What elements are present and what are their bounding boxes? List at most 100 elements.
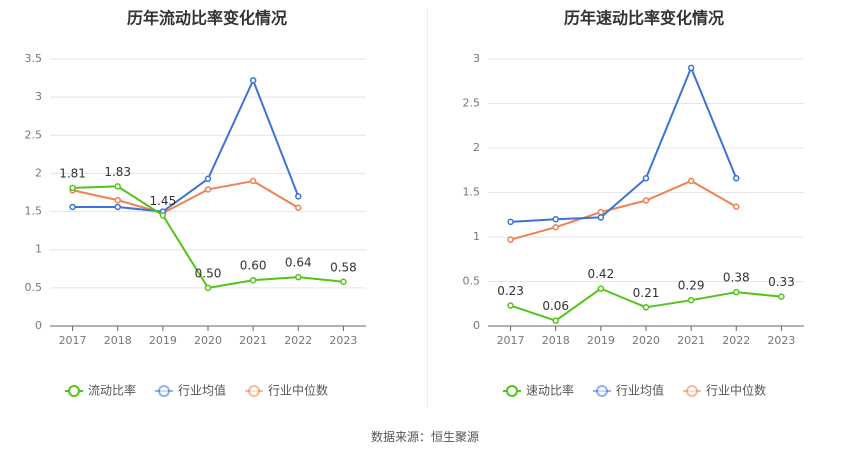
y-tick-label: 2.5 (463, 97, 481, 110)
series-line-3 (510, 179, 737, 241)
data-point (204, 186, 212, 193)
y-tick-label: 1.5 (463, 186, 481, 199)
data-point (507, 302, 514, 309)
data-point (552, 215, 559, 223)
data-label: 1.45 (149, 194, 176, 208)
legend-marker (686, 385, 698, 397)
x-tick-label: 2019 (587, 334, 615, 347)
data-point (340, 278, 347, 286)
data-source-note: 数据来源：恒生聚源 (370, 430, 479, 444)
x-tick-label: 2023 (767, 334, 795, 347)
chart-panel-2: 历年速动比率变化情况 0 0.5 1 1.5 2 2.5 3 2017 2018 2019 2020 2… (463, 9, 804, 398)
data-point (778, 293, 785, 300)
data-label: 0.64 (285, 256, 312, 270)
legend-marker (248, 385, 260, 397)
y-tick-label: 2.5 (25, 128, 43, 141)
data-point (552, 317, 559, 324)
y-tick-label: 3 (473, 52, 480, 65)
data-point (507, 218, 514, 226)
chart-panel-1: 历年流动比率变化情况 0 0.5 1 1.5 2 2.5 3 3.5 2017 2018 2019 20… (25, 9, 366, 398)
data-point (114, 196, 121, 204)
data-point (687, 177, 695, 185)
y-tick-label: 2 (35, 166, 42, 179)
y-tick-label: 0 (473, 319, 480, 332)
x-tick-label: 2017 (59, 334, 87, 347)
data-point (249, 276, 257, 284)
legend-label: 行业均值 (616, 383, 664, 398)
data-point (552, 223, 559, 231)
y-tick-label: 0.5 (463, 275, 481, 288)
data-point (295, 273, 302, 281)
data-point (114, 203, 121, 211)
data-label: 0.29 (678, 279, 705, 293)
chart-title: 历年速动比率变化情况 (564, 9, 724, 28)
data-point (69, 184, 76, 192)
series-line-3 (72, 180, 299, 215)
legend-marker (596, 385, 608, 397)
chart-title: 历年流动比率变化情况 (127, 9, 287, 28)
x-tick-label: 2020 (194, 334, 222, 347)
data-label: 0.06 (542, 299, 569, 313)
y-tick-label: 3.5 (25, 52, 43, 65)
x-tick-label: 2022 (722, 334, 750, 347)
data-point (642, 197, 650, 204)
legend-label: 速动比率 (526, 383, 574, 398)
legend-marker (506, 385, 518, 397)
chart-divider (427, 8, 428, 408)
legend-marker (68, 385, 80, 397)
data-label: 0.42 (587, 267, 614, 281)
series-line-2 (510, 66, 738, 223)
x-tick-label: 2018 (542, 334, 570, 347)
data-point (249, 177, 257, 185)
data-point (597, 214, 605, 221)
legend-label: 流动比率 (88, 383, 136, 398)
data-point (507, 236, 514, 243)
legend-marker (158, 385, 170, 397)
data-point (114, 183, 121, 190)
y-tick-label: 0.5 (25, 281, 43, 294)
data-point (733, 203, 740, 210)
y-tick-label: 3 (35, 90, 42, 103)
x-tick-label: 2020 (632, 334, 660, 347)
data-point (204, 284, 212, 292)
data-label: 0.33 (768, 275, 795, 289)
data-label: 0.21 (633, 286, 660, 300)
data-point (597, 285, 605, 292)
x-tick-label: 2023 (329, 334, 357, 347)
y-tick-label: 2 (473, 141, 480, 154)
data-point (733, 288, 740, 296)
x-tick-label: 2021 (677, 334, 705, 347)
data-point (733, 175, 740, 182)
x-tick-label: 2022 (284, 334, 312, 347)
data-point (642, 175, 650, 182)
data-point (204, 175, 212, 183)
y-tick-label: 1 (473, 230, 480, 243)
data-point (159, 212, 167, 219)
data-point (597, 208, 605, 216)
data-label: 0.23 (497, 284, 524, 298)
data-point (249, 77, 257, 84)
x-tick-label: 2018 (104, 334, 132, 347)
data-point (295, 204, 302, 212)
legend-label: 行业中位数 (706, 383, 766, 398)
data-label: 0.58 (330, 260, 357, 274)
data-point (69, 203, 76, 211)
data-point (295, 193, 302, 200)
x-tick-label: 2017 (497, 334, 525, 347)
y-tick-label: 1 (35, 243, 42, 256)
data-label: 1.81 (59, 166, 86, 180)
data-point (687, 296, 695, 304)
data-label: 0.50 (195, 266, 222, 280)
legend-label: 行业中位数 (268, 383, 328, 398)
data-point (642, 304, 650, 311)
x-tick-label: 2021 (239, 334, 267, 347)
data-point (687, 64, 695, 72)
data-label: 0.38 (723, 271, 750, 285)
data-label: 0.60 (240, 259, 267, 273)
x-tick-label: 2019 (149, 334, 177, 347)
data-label: 1.83 (104, 165, 131, 179)
series-line-2 (72, 79, 300, 213)
y-tick-label: 0 (35, 319, 42, 332)
legend-label: 行业均值 (178, 383, 226, 398)
